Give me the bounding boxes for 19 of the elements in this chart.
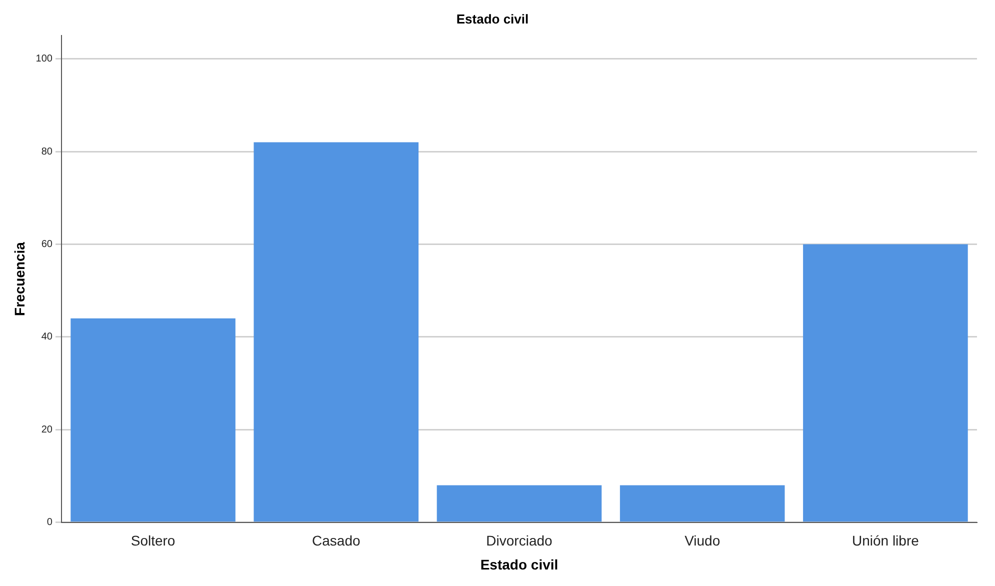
y-tick-label: 40 xyxy=(41,332,53,343)
bar xyxy=(254,142,419,522)
y-tick-label: 0 xyxy=(46,517,53,528)
bar xyxy=(70,318,236,522)
x-axis-title: Estado civil xyxy=(480,556,558,572)
x-tick-label: Unión libre xyxy=(852,532,920,549)
y-tick-label: 100 xyxy=(36,54,53,65)
x-tick-label: Viudo xyxy=(684,532,720,549)
y-axis-title: Frecuencia xyxy=(11,242,28,316)
bar xyxy=(803,244,968,522)
y-tick-label: 60 xyxy=(41,238,53,250)
x-tick-label: Divorciado xyxy=(486,532,553,549)
bar xyxy=(436,485,602,522)
x-tick-label: Soltero xyxy=(130,532,176,549)
y-tick-label: 20 xyxy=(41,424,53,436)
bar xyxy=(620,485,785,522)
x-tick-label: Casado xyxy=(312,532,360,549)
y-tick-label: 80 xyxy=(41,146,53,158)
chart-title: Estado civil xyxy=(456,11,529,26)
